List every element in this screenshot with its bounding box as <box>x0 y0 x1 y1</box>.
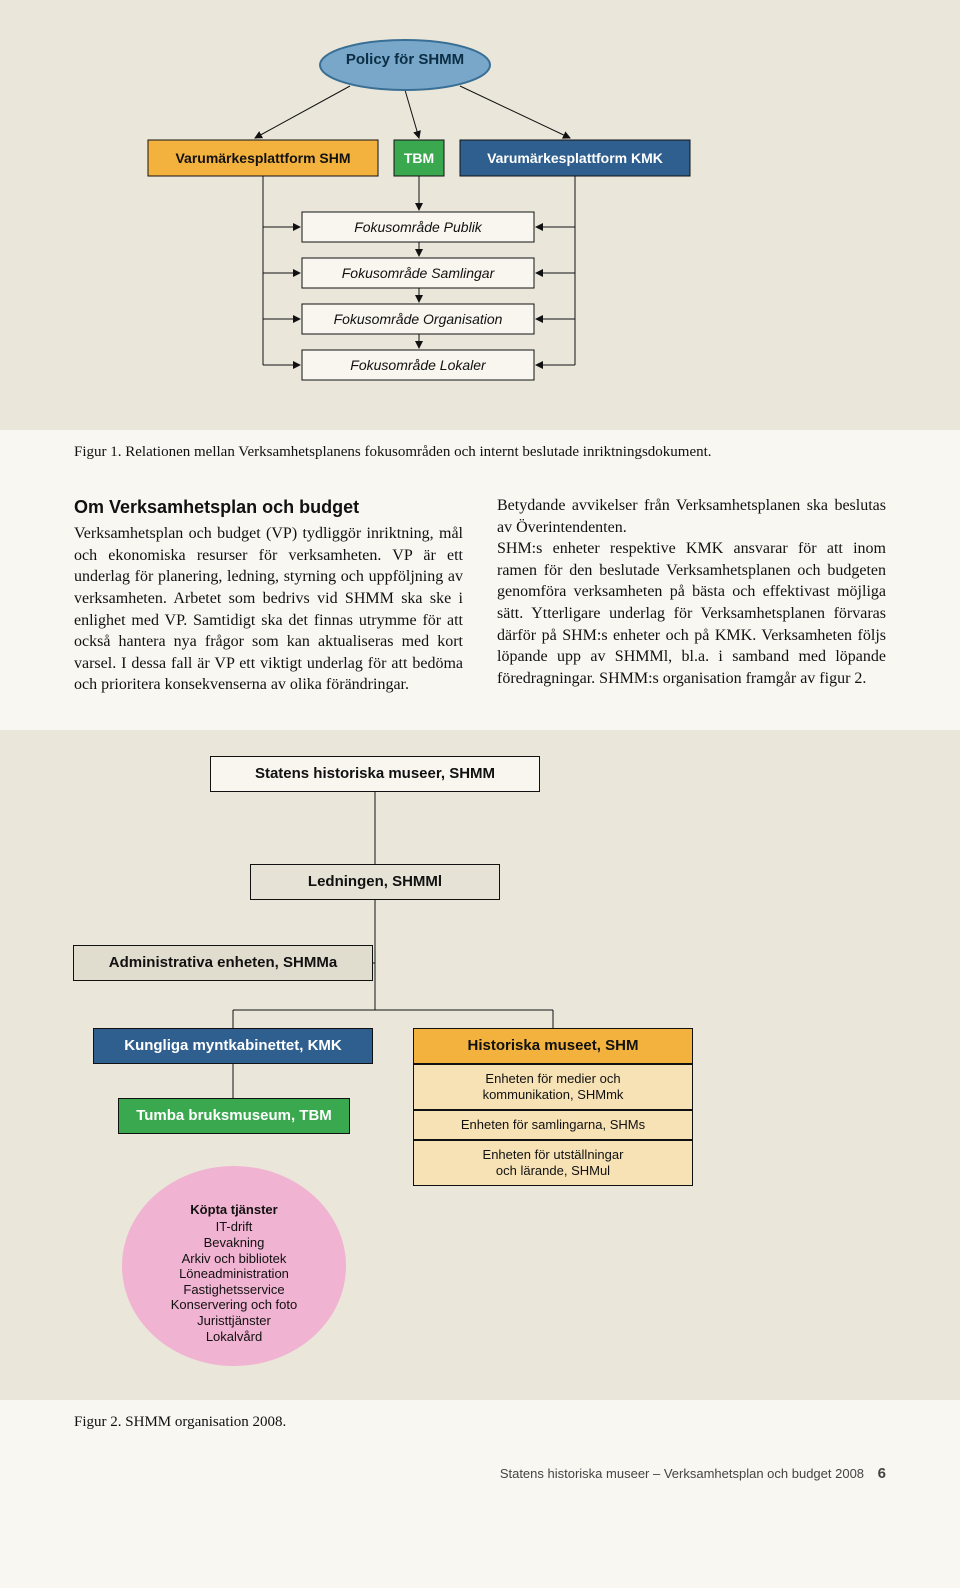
figure-2-caption: Figur 2. SHMM organisation 2008. <box>74 1414 960 1431</box>
figure-1: Policy för SHMM Varumärkesplattform SHM … <box>0 0 960 430</box>
figure-2: Statens historiska museer, SHMM Ledninge… <box>0 730 960 1400</box>
kopta-item-4: Fastighetsservice <box>183 1282 284 1298</box>
body-paragraph-2: Betydande avvikelser från Verksamhetspla… <box>497 495 886 689</box>
node-shm: Historiska museet, SHM <box>413 1028 693 1064</box>
kopta-item-3: Löneadministration <box>179 1266 289 1282</box>
node-shms: Enheten för samlingarna, SHMs <box>413 1110 693 1140</box>
node-vp-kmk: Varumärkesplattform KMK <box>460 140 690 176</box>
kopta-item-1: Bevakning <box>204 1235 265 1251</box>
figure-1-caption: Figur 1. Relationen mellan Verksamhetspl… <box>74 444 960 461</box>
node-fokus-publik: Fokusområde Publik <box>302 212 534 242</box>
node-shmma: Administrativa enheten, SHMMa <box>73 945 373 981</box>
kopta-item-2: Arkiv och bibliotek <box>182 1251 287 1267</box>
kopta-item-6: Juristtjänster <box>197 1313 271 1329</box>
node-tbm: Tumba bruksmuseum, TBM <box>118 1098 350 1134</box>
figure-2-caption-prefix: Figur 2. <box>74 1414 125 1430</box>
node-fokus-lokaler: Fokusområde Lokaler <box>302 350 534 380</box>
page-number: 6 <box>878 1465 886 1482</box>
body-col-2: Betydande avvikelser från Verksamhetspla… <box>497 495 886 696</box>
node-tbm: TBM <box>394 140 444 176</box>
kopta-title: Köpta tjänster <box>190 1202 277 1218</box>
footer-text: Statens historiska museer – Verksamhetsp… <box>500 1466 864 1481</box>
figure-2-caption-text: SHMM organisation 2008. <box>125 1414 286 1430</box>
body-paragraph-1: Verksamhetsplan och budget (VP) tydliggö… <box>74 523 463 696</box>
page-footer: Statens historiska museer – Verksamhetsp… <box>0 1431 960 1502</box>
node-kopta: Köpta tjänster IT-drift Bevakning Arkiv … <box>122 1166 346 1366</box>
page: Policy för SHMM Varumärkesplattform SHM … <box>0 0 960 1502</box>
figure-1-caption-text: Relationen mellan Verksamhetsplanens fok… <box>125 444 711 460</box>
body-col-1: Om Verksamhetsplan och budget Verksamhet… <box>74 495 463 696</box>
node-shmmk: Enheten för medier och kommunikation, SH… <box>413 1064 693 1110</box>
node-fokus-organisation: Fokusområde Organisation <box>302 304 534 334</box>
body-text: Om Verksamhetsplan och budget Verksamhet… <box>0 461 960 730</box>
node-vp-shm: Varumärkesplattform SHM <box>148 140 378 176</box>
kopta-item-5: Konservering och foto <box>171 1297 297 1313</box>
node-fokus-samlingar: Fokusområde Samlingar <box>302 258 534 288</box>
kopta-item-0: IT-drift <box>216 1219 253 1235</box>
node-shmul: Enheten för utställningar och lärande, S… <box>413 1140 693 1186</box>
node-shmm: Statens historiska museer, SHMM <box>210 756 540 792</box>
kopta-item-7: Lokalvård <box>206 1329 262 1345</box>
figure-1-caption-prefix: Figur 1. <box>74 444 125 460</box>
node-policy: Policy för SHMM <box>320 34 490 84</box>
body-heading: Om Verksamhetsplan och budget <box>74 495 463 519</box>
node-kmk: Kungliga myntkabinettet, KMK <box>93 1028 373 1064</box>
node-shmml: Ledningen, SHMMl <box>250 864 500 900</box>
